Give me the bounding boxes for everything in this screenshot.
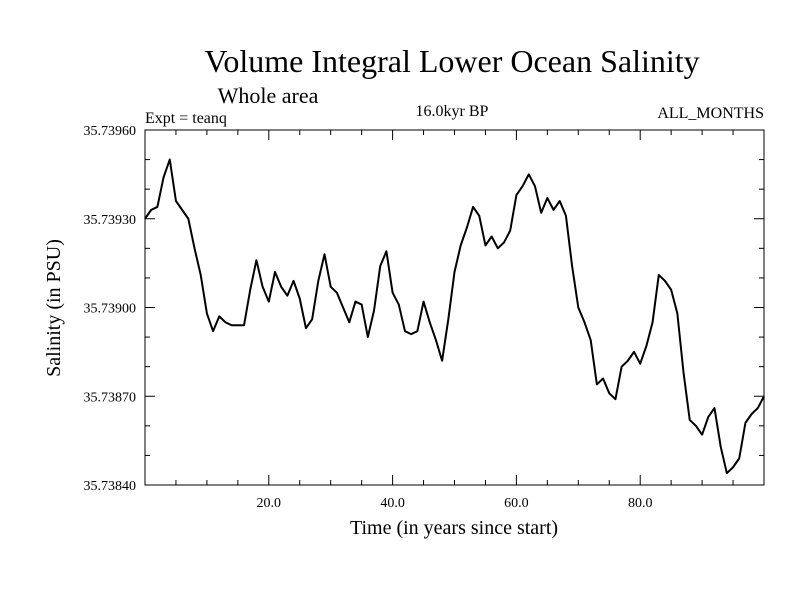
period-label: 16.0kyr BP (416, 103, 489, 120)
series-group (144, 158, 765, 475)
plot-frame (144, 129, 765, 486)
x-tick-label: 60.0 (504, 496, 529, 511)
x-axis-tick-labels: 20.0 40.0 60.0 80.0 (257, 496, 653, 511)
y-tick-label: 35.73870 (84, 390, 137, 405)
y-axis-label: Salinity (in PSU) (43, 239, 65, 377)
x-tick-label: 20.0 (257, 496, 282, 511)
y-tick-label: 35.73900 (84, 302, 137, 317)
x-axis-label: Time (in years since start) (350, 517, 558, 539)
y-tick-label: 35.73930 (84, 213, 137, 228)
chart-title: Volume Integral Lower Ocean Salinity (204, 43, 699, 79)
x-tick-label: 80.0 (628, 496, 653, 511)
y-tick-label: 35.73960 (84, 124, 137, 139)
chart-subtitle: Whole area (218, 83, 319, 108)
y-axis-tick-labels: 35.73840 35.73870 35.73900 35.73930 35.73960 (84, 124, 137, 494)
experiment-label: Expt = teanq (145, 110, 227, 127)
y-axis-ticks (145, 159, 764, 456)
x-axis-ticks (175, 130, 734, 485)
y-tick-label: 35.73840 (84, 479, 137, 494)
months-label: ALL_MONTHS (657, 105, 764, 122)
series-line-salinity (144, 158, 765, 475)
x-tick-label: 40.0 (380, 496, 405, 511)
